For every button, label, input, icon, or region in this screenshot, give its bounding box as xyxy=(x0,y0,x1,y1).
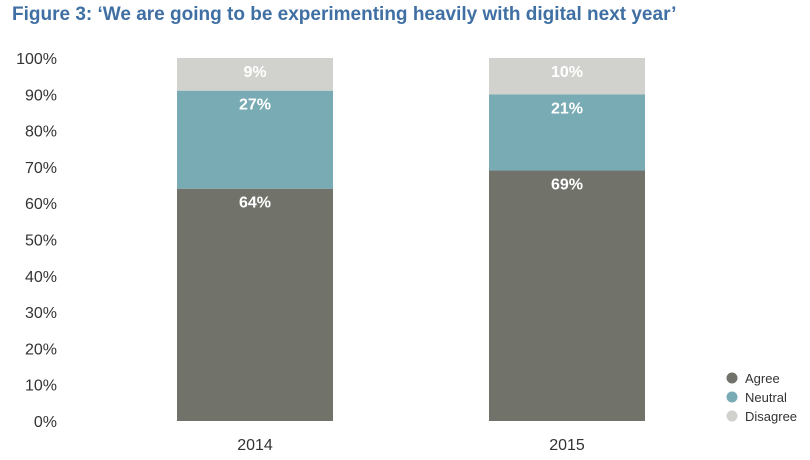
bar-segment-disagree-2015 xyxy=(489,58,645,95)
y-tick-label: 40% xyxy=(25,269,57,286)
legend-marker-neutral xyxy=(726,391,738,403)
bar-segment-agree-2014 xyxy=(177,188,333,421)
y-tick-label: 10% xyxy=(25,378,57,395)
chart-title: Figure 3: ‘We are going to be experiment… xyxy=(12,4,677,25)
legend-label-neutral: Neutral xyxy=(745,390,787,405)
y-tick-label: 100% xyxy=(16,51,57,68)
data-label-disagree-2014: 9% xyxy=(243,64,266,81)
legend: Agree Neutral Disagree xyxy=(726,371,797,424)
x-tick-label: 2015 xyxy=(549,437,585,454)
data-label-agree-2014: 64% xyxy=(239,195,271,212)
legend-label-agree: Agree xyxy=(745,371,780,386)
data-label-agree-2015: 69% xyxy=(551,177,583,194)
legend-marker-disagree xyxy=(726,410,738,422)
y-tick-label: 60% xyxy=(25,196,57,213)
y-tick-label: 90% xyxy=(25,87,57,104)
y-tick-label: 70% xyxy=(25,160,57,177)
x-tick-label: 2014 xyxy=(237,437,273,454)
bar-segment-neutral-2015 xyxy=(489,94,645,171)
data-label-neutral-2014: 27% xyxy=(239,97,271,114)
y-tick-label: 50% xyxy=(25,233,57,250)
bar-segment-disagree-2014 xyxy=(177,58,333,91)
bars: 64% 27% 9% 69% 21% 10% xyxy=(177,58,645,421)
x-axis: 2014 2015 xyxy=(237,437,585,454)
y-tick-label: 0% xyxy=(34,414,57,431)
y-tick-label: 80% xyxy=(25,124,57,141)
bar-segment-agree-2015 xyxy=(489,170,645,421)
y-tick-label: 20% xyxy=(25,341,57,358)
bar-segment-neutral-2014 xyxy=(177,90,333,189)
data-label-neutral-2015: 21% xyxy=(551,100,583,117)
y-tick-label: 30% xyxy=(25,305,57,322)
legend-marker-agree xyxy=(726,372,738,384)
data-label-disagree-2015: 10% xyxy=(551,64,583,81)
y-axis: 0% 10% 20% 30% 40% 50% 60% 70% 80% 90% 100% xyxy=(16,51,57,431)
legend-label-disagree: Disagree xyxy=(745,409,797,424)
